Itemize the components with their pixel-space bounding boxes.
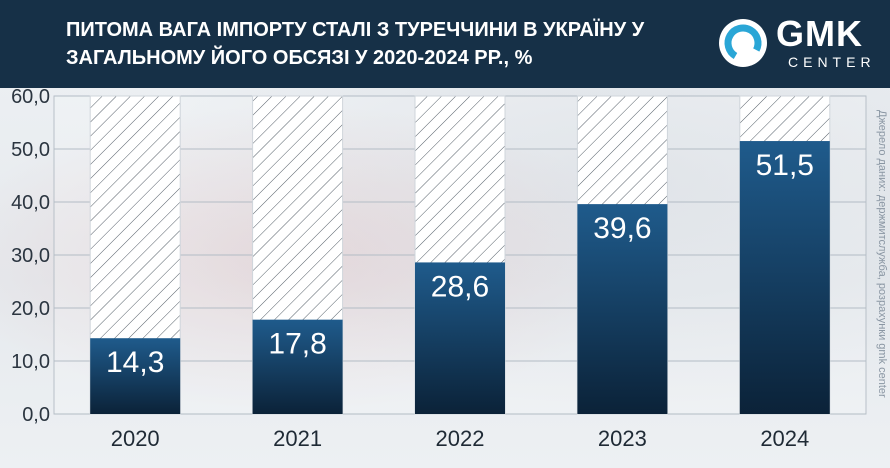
x-tick-label: 2021 <box>273 426 322 451</box>
value-label: 39,6 <box>593 212 651 245</box>
bar <box>739 141 830 415</box>
value-label: 14,3 <box>106 346 164 379</box>
y-tick-label: 60,0 <box>11 86 50 108</box>
y-tick-label: 10,0 <box>11 351 50 373</box>
y-tick-label: 40,0 <box>11 192 50 214</box>
source-note: Джерело даних: держмитслужба, розрахунки… <box>876 110 888 398</box>
x-tick-label: 2022 <box>436 426 485 451</box>
value-label: 17,8 <box>268 328 326 361</box>
y-tick-label: 50,0 <box>11 139 50 161</box>
x-tick-label: 2023 <box>598 426 647 451</box>
y-tick-label: 30,0 <box>11 245 50 267</box>
gmk-ring-icon <box>719 19 767 67</box>
bar <box>577 204 668 414</box>
y-tick-label: 0,0 <box>22 404 50 426</box>
x-tick-label: 2024 <box>760 426 809 451</box>
header-banner: ПИТОМА ВАГА ІМПОРТУ СТАЛІ З ТУРЕЧЧИНИ В … <box>0 0 890 88</box>
value-label: 28,6 <box>431 270 489 303</box>
logo-text: GMK <box>776 13 863 54</box>
chart-title: ПИТОМА ВАГА ІМПОРТУ СТАЛІ З ТУРЕЧЧИНИ В … <box>66 19 645 69</box>
x-tick-label: 2020 <box>111 426 160 451</box>
y-tick-label: 20,0 <box>11 298 50 320</box>
value-label: 51,5 <box>756 149 814 182</box>
logo-subtext: CENTER <box>788 54 876 70</box>
bar <box>415 262 505 414</box>
bar <box>252 319 343 414</box>
bar <box>90 338 181 414</box>
